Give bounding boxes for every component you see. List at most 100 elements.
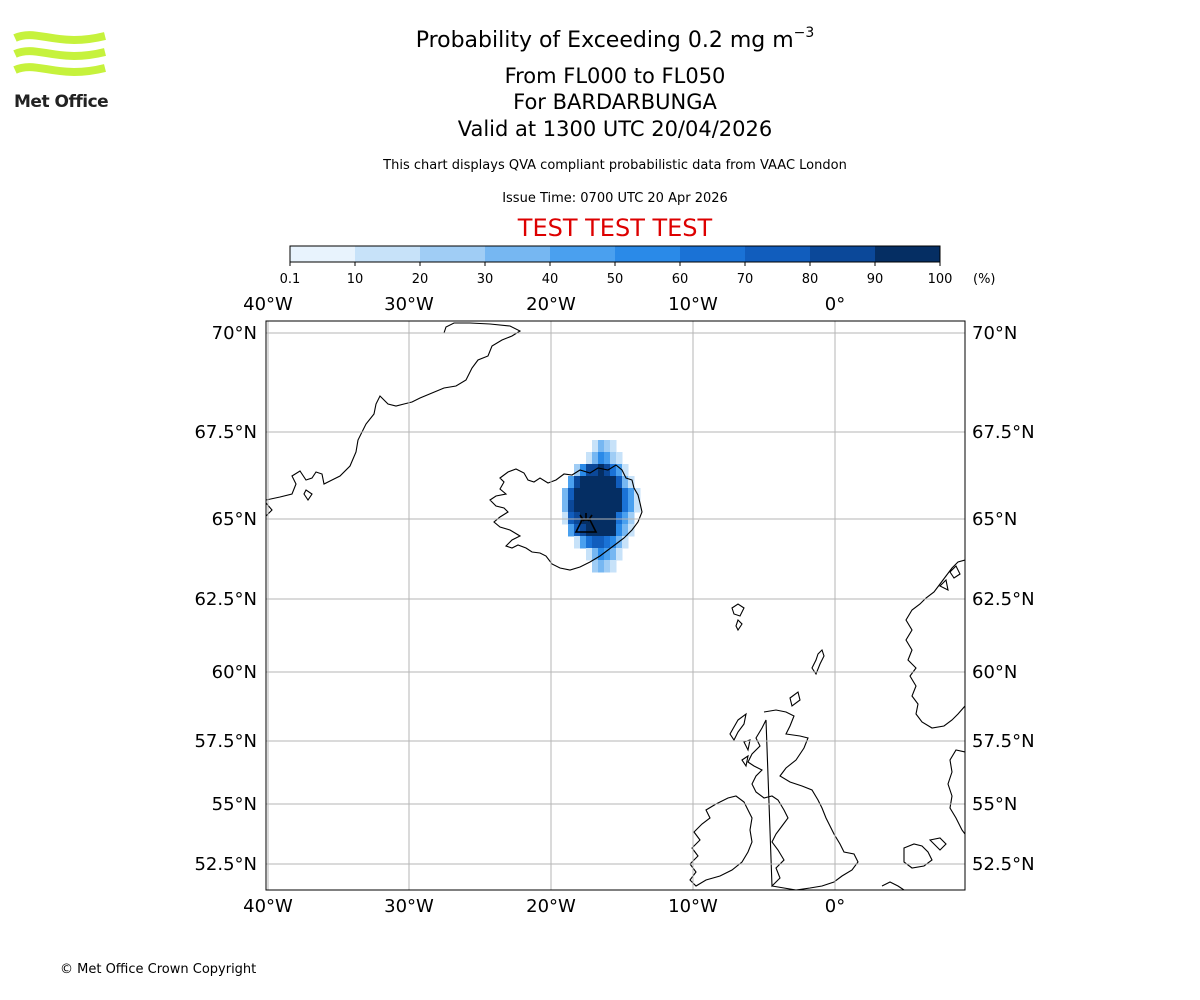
latitude-label-right: 65°N [972,509,1017,530]
colorbar-tick-label: 0.1 [280,272,301,287]
probability-cell [586,536,593,549]
colorbar-ticks: 0.1 10 20 30 40 50 60 70 80 90 100 [280,262,953,287]
volcano-icon [574,513,598,533]
probability-cell [622,464,629,477]
probability-cell [610,536,617,549]
test-banner: TEST TEST TEST [517,214,713,242]
probability-cell [580,512,587,525]
probability-cell [604,524,611,537]
colorbar-swatch [485,246,550,262]
colorbar-tick-label: 100 [928,272,953,287]
probability-cell [562,512,569,525]
probability-cell [610,440,617,453]
probability-cell [586,488,593,501]
colorbar-tick-label: 40 [542,272,559,287]
probability-cell [592,440,599,453]
probability-cell [574,536,581,549]
latitude-label-right: 70°N [972,323,1017,344]
probability-cell [610,500,617,513]
latitude-label-right: 62.5°N [972,589,1035,610]
probability-cell [622,488,629,501]
probability-cell [592,476,599,489]
probability-cell [592,548,599,561]
probability-cell [616,548,623,561]
flight-level-range: From FL000 to FL050 [504,64,726,88]
probability-cell [586,476,593,489]
latitude-label-left: 60°N [212,662,257,683]
latitude-label-right: 67.5°N [972,422,1035,443]
coastline-shetland [811,648,825,676]
probability-cell [598,452,605,465]
latitude-label-left: 57.5°N [194,731,257,752]
colorbar-tick-label: 80 [802,272,819,287]
colorbar-tick-label: 60 [672,272,689,287]
probability-cell [562,500,569,513]
colorbar-tick-label: 70 [737,272,754,287]
longitude-label-top: 20°W [526,294,576,315]
probability-cell [592,512,599,525]
coastline-great-britain [747,691,859,890]
colorbar-swatches [290,246,940,262]
probability-cell [604,548,611,561]
probability-cell [628,500,635,513]
probability-cell [586,524,593,537]
colorbar-swatch [810,246,875,262]
probability-cell [622,512,629,525]
coastlines [266,322,965,890]
colorbar-swatch [355,246,420,262]
latitude-label-left: 55°N [212,794,257,815]
probability-cell [610,452,617,465]
probability-cell [610,488,617,501]
colorbar-tick-label: 90 [867,272,884,287]
probability-cell [580,524,587,537]
probability-cell [622,500,629,513]
probability-cell [610,476,617,489]
longitude-label-bottom: 0° [825,896,845,917]
probability-cell [568,488,575,501]
probability-cell [604,476,611,489]
probability-cell [592,488,599,501]
latitude-label-right: 57.5°N [972,731,1035,752]
colorbar-tick-label: 30 [477,272,494,287]
probability-cell [604,560,611,573]
probability-cell [604,500,611,513]
probability-cell [592,560,599,573]
colorbar-tick-label: 10 [347,272,364,287]
probability-cell [598,524,605,537]
probability-cell [616,524,623,537]
probability-cell [634,500,641,513]
probability-cell [580,476,587,489]
probability-cell [610,512,617,525]
probability-cell [610,464,617,477]
colorbar-tick-label: 20 [412,272,429,287]
colorbar-swatch [680,246,745,262]
probability-cell [586,548,593,561]
probability-cell [598,548,605,561]
probability-cell [616,476,623,489]
coastline-iceland [489,464,643,571]
latitude-label-left: 52.5°N [194,854,257,875]
longitude-label-bottom: 40°W [243,896,293,917]
colorbar-tick-label: 50 [607,272,624,287]
colorbar: 0.1 10 20 30 40 50 60 70 80 90 100 (%) [280,245,996,287]
longitude-label-bottom: 20°W [526,896,576,917]
graticule [266,321,965,890]
longitude-label-bottom: 10°W [668,896,718,917]
probability-cell [598,512,605,525]
coastline-hebrides [729,712,751,768]
latitude-label-right: 60°N [972,662,1017,683]
probability-cell [574,488,581,501]
probability-field [562,440,641,573]
probability-cell [616,464,623,477]
probability-cell [598,560,605,573]
probability-cell [598,500,605,513]
issue-time: Issue Time: 0700 UTC 20 Apr 2026 [502,191,728,206]
met-office-logo-text: Met Office [14,92,109,112]
probability-cell [610,560,617,573]
probability-cell [604,536,611,549]
probability-cell [598,440,605,453]
colorbar-swatch [290,246,355,262]
latitude-label-left: 65°N [212,509,257,530]
probability-cell [574,476,581,489]
